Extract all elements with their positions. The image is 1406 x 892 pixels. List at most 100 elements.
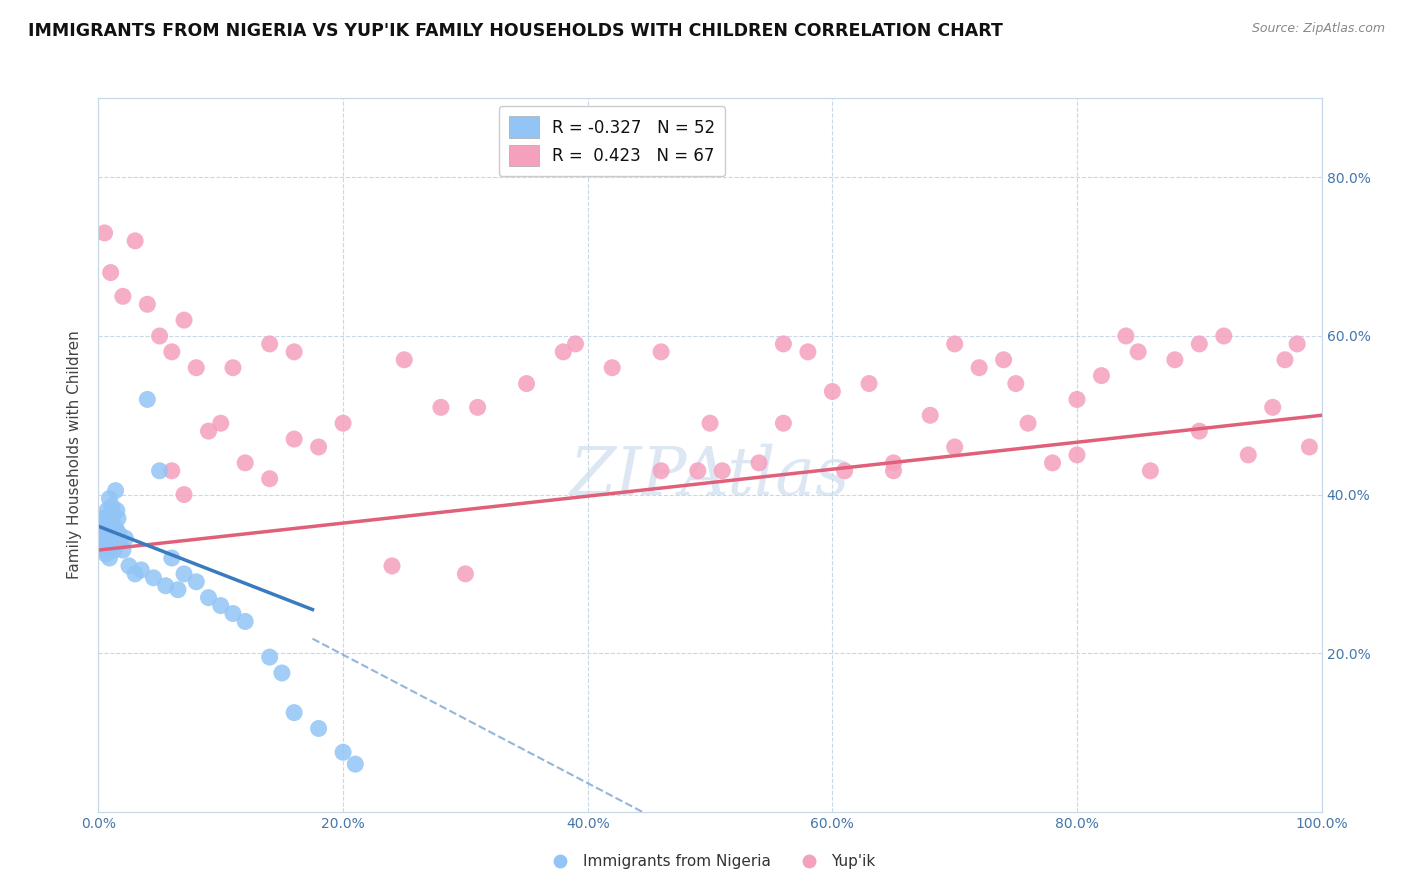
- Point: [1017, 416, 1039, 430]
- Point: [96, 503, 118, 517]
- Point: [332, 416, 354, 430]
- Point: [111, 543, 134, 558]
- Point: [111, 289, 134, 303]
- Point: [149, 329, 172, 343]
- Point: [160, 344, 183, 359]
- Point: [100, 523, 122, 537]
- Point: [149, 464, 172, 478]
- Point: [883, 456, 905, 470]
- Point: [1188, 337, 1211, 351]
- Point: [711, 464, 734, 478]
- Point: [553, 344, 575, 359]
- Point: [129, 563, 152, 577]
- Point: [91, 523, 114, 537]
- Point: [1139, 464, 1161, 478]
- Point: [283, 432, 305, 446]
- Point: [103, 543, 125, 558]
- Point: [105, 503, 128, 517]
- Point: [100, 508, 122, 522]
- Point: [1066, 392, 1088, 407]
- Point: [1261, 401, 1284, 415]
- Point: [650, 344, 672, 359]
- Point: [686, 464, 709, 478]
- Point: [101, 516, 124, 530]
- Point: [222, 607, 245, 621]
- Point: [101, 531, 124, 545]
- Legend: Immigrants from Nigeria, Yup'ik: Immigrants from Nigeria, Yup'ik: [538, 848, 882, 875]
- Point: [344, 757, 367, 772]
- Point: [124, 234, 146, 248]
- Point: [173, 487, 195, 501]
- Point: [332, 745, 354, 759]
- Point: [259, 650, 281, 665]
- Point: [283, 706, 305, 720]
- Point: [136, 392, 159, 407]
- Point: [114, 531, 136, 545]
- Point: [308, 440, 330, 454]
- Point: [197, 591, 219, 605]
- Y-axis label: Family Households with Children: Family Households with Children: [67, 331, 83, 579]
- Point: [1298, 440, 1320, 454]
- Point: [967, 360, 990, 375]
- Point: [167, 582, 190, 597]
- Point: [821, 384, 844, 399]
- Point: [283, 344, 305, 359]
- Point: [920, 409, 942, 423]
- Point: [118, 558, 141, 573]
- Point: [1066, 448, 1088, 462]
- Point: [94, 547, 117, 561]
- Point: [173, 313, 195, 327]
- Point: [392, 352, 416, 367]
- Point: [155, 579, 177, 593]
- Text: Source: ZipAtlas.com: Source: ZipAtlas.com: [1251, 22, 1385, 36]
- Point: [883, 464, 905, 478]
- Point: [381, 558, 404, 573]
- Point: [142, 571, 165, 585]
- Point: [222, 360, 245, 375]
- Point: [186, 360, 208, 375]
- Point: [93, 226, 115, 240]
- Point: [108, 527, 131, 541]
- Point: [94, 535, 117, 549]
- Point: [430, 401, 453, 415]
- Point: [101, 500, 124, 514]
- Point: [748, 456, 770, 470]
- Point: [308, 722, 330, 736]
- Point: [100, 266, 122, 280]
- Point: [104, 483, 127, 498]
- Point: [650, 464, 672, 478]
- Point: [90, 531, 112, 545]
- Point: [467, 401, 489, 415]
- Point: [259, 472, 281, 486]
- Point: [186, 574, 208, 589]
- Point: [233, 456, 256, 470]
- Point: [93, 516, 115, 530]
- Point: [993, 352, 1015, 367]
- Point: [772, 416, 794, 430]
- Point: [259, 337, 281, 351]
- Point: [93, 527, 115, 541]
- Point: [209, 416, 232, 430]
- Text: ZIPAtlas: ZIPAtlas: [569, 443, 851, 509]
- Point: [107, 511, 129, 525]
- Point: [1115, 329, 1137, 343]
- Point: [96, 519, 118, 533]
- Point: [600, 360, 623, 375]
- Point: [105, 523, 128, 537]
- Point: [101, 508, 124, 522]
- Point: [1274, 352, 1296, 367]
- Point: [136, 297, 159, 311]
- Point: [209, 599, 232, 613]
- Point: [834, 464, 856, 478]
- Point: [1090, 368, 1112, 383]
- Point: [1237, 448, 1260, 462]
- Point: [160, 464, 183, 478]
- Point: [1188, 424, 1211, 438]
- Point: [858, 376, 880, 391]
- Point: [1004, 376, 1026, 391]
- Point: [1164, 352, 1187, 367]
- Point: [515, 376, 537, 391]
- Point: [1042, 456, 1064, 470]
- Point: [197, 424, 219, 438]
- Point: [91, 543, 114, 558]
